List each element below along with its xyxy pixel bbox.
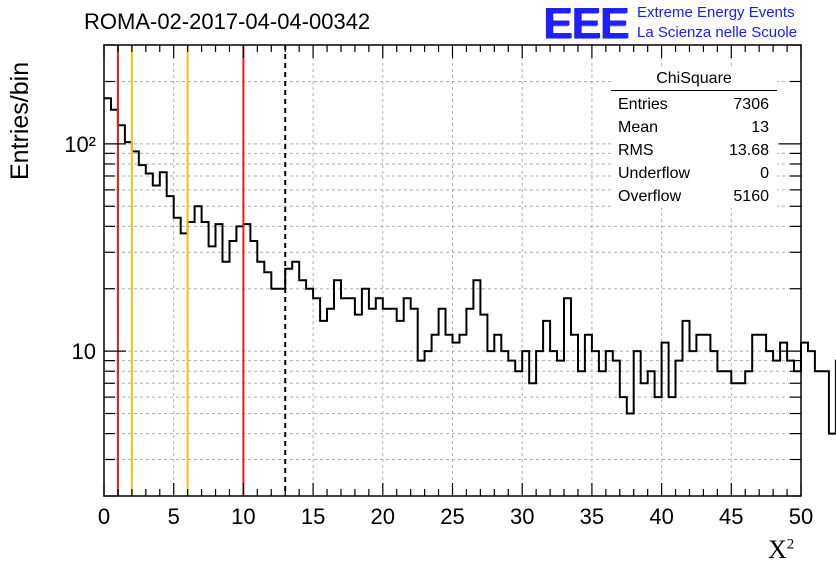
x-axis-label: X2: [768, 535, 794, 565]
stats-label: Overflow: [618, 188, 682, 205]
stats-value: 5160: [733, 188, 769, 205]
stats-title: ChiSquare: [611, 68, 777, 91]
axis-ticks: [103, 44, 802, 497]
histogram-line: [104, 97, 836, 435]
x-tick-label: 0: [98, 504, 110, 529]
x-tick-label: 25: [440, 504, 464, 529]
histogram: [104, 97, 836, 435]
stats-value: 0: [760, 165, 769, 182]
stats-label: Underflow: [618, 165, 691, 182]
reference-lines: [116, 45, 287, 496]
logo-line-1: Extreme Energy Events: [637, 4, 795, 21]
stats-row-rms: RMS 13.68: [611, 139, 777, 162]
stats-row-mean: Mean 13: [611, 116, 777, 139]
logo-line-2: La Scienza nelle Scuole: [637, 24, 798, 41]
eee-logo: EEE: [543, 0, 629, 48]
stats-box: ChiSquare Entries 7306 Mean 13 RMS 13.68…: [611, 68, 777, 208]
x-tick-label: 15: [301, 504, 325, 529]
stats-row-entries: Entries 7306: [611, 93, 777, 116]
x-tick-label: 45: [719, 504, 743, 529]
y-tick-label: 10: [72, 339, 96, 364]
x-tick-label: 10: [231, 504, 255, 529]
stats-label: Entries: [618, 96, 668, 113]
tick-labels: 0 5 10 15 20 25 30 35 40 45 50 10 10²: [64, 132, 813, 529]
x-axis-label-superscript: 2: [786, 536, 795, 553]
x-tick-label: 30: [510, 504, 534, 529]
stats-value: 13.68: [728, 142, 769, 159]
chart-title: ROMA-02-2017-04-04-00342: [84, 9, 371, 34]
y-axis-label: Entries/bin: [6, 61, 34, 180]
y-tick-label: 10²: [64, 132, 96, 157]
x-tick-label: 20: [371, 504, 395, 529]
x-tick-label: 35: [580, 504, 604, 529]
stats-label: Mean: [618, 119, 659, 136]
stats-label: RMS: [618, 142, 654, 159]
stats-value: 7306: [733, 96, 769, 113]
stats-row-overflow: Overflow 5160: [611, 185, 777, 208]
stats-row-underflow: Underflow 0: [611, 162, 777, 185]
x-tick-label: 5: [168, 504, 180, 529]
x-axis-label-text: X: [768, 535, 787, 564]
x-tick-label: 50: [789, 504, 813, 529]
x-tick-label: 40: [649, 504, 673, 529]
stats-value: 13: [751, 119, 769, 136]
grid: [104, 45, 801, 496]
